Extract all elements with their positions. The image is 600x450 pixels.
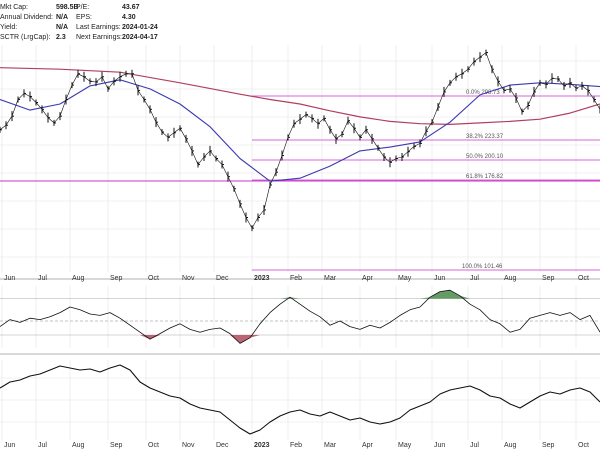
stat-value: 598.5B [56,4,79,11]
x-tick-label: Jul [470,275,479,282]
stat-label: Annual Dividend: [0,14,53,21]
x-tick-label: Oct [578,442,589,449]
x-tick-label: Mar [324,275,337,282]
x-tick-label: Mar [324,442,337,449]
stat-value: N/A [56,24,69,31]
x-tick-label: Oct [148,275,159,282]
fib-label: 50.0% 200.10 [466,154,504,160]
x-tick-label: Sep [110,275,123,282]
stat-label: Next Earnings: [76,34,122,41]
stat-label: Last Earnings: [76,24,121,31]
x-tick-label: Oct [148,442,159,449]
x-tick-label: May [398,275,412,282]
x-tick-label: Aug [72,442,85,449]
x-tick-label: Feb [290,275,302,282]
stat-label: EPS: [76,14,92,21]
x-tick-label: Jun [4,442,15,449]
x-tick-label: May [398,442,412,449]
stat-value: N/A [56,14,69,21]
ma-short-line [0,79,600,182]
x-tick-label: Jul [38,442,47,449]
x-tick-label: Jul [470,442,479,449]
x-tick-label: 2023 [254,442,270,449]
overbought-fill [440,290,450,299]
overbought-fill [280,297,290,299]
stat-value: 4.30 [122,14,136,21]
x-tick-label: Nov [182,442,195,449]
overbought-fill [450,290,460,299]
oversold-fill [150,335,160,340]
x-tick-label: 2023 [254,275,270,282]
fib-label: 100.0% 101.46 [462,264,503,270]
x-tick-label: Aug [504,275,517,282]
momentum-line [0,289,600,344]
overbought-fill [290,297,300,299]
x-tick-label: Apr [362,442,374,449]
fib-label: 61.8% 176.82 [466,174,504,180]
x-tick-label: Jul [38,275,47,282]
x-tick-label: Apr [362,275,374,282]
x-tick-label: Feb [290,442,302,449]
x-tick-label: Oct [578,275,589,282]
fib-label: 38.2% 223.37 [466,134,504,140]
x-tick-label: Sep [110,442,123,449]
stat-label: P/E: [76,4,90,11]
ratio-line [0,364,600,435]
price-line [0,52,600,229]
stat-label: Mkt Cap: [0,4,29,11]
x-tick-label: Jun [434,442,445,449]
oversold-fill [240,335,250,344]
ma-long-line [0,67,600,126]
x-tick-label: Sep [542,442,555,449]
x-tick-label: Aug [72,275,85,282]
x-tick-label: Dec [216,275,229,282]
stat-value: 2024-04-17 [122,34,158,41]
x-tick-label: Aug [504,442,517,449]
x-tick-label: Jun [434,275,445,282]
oversold-fill [250,335,260,338]
stat-value: 2024-01-24 [122,24,158,31]
overbought-fill [420,297,430,299]
x-tick-label: Nov [182,275,195,282]
x-tick-label: Dec [216,442,229,449]
fib-label: 0.0% 298.73 [466,90,500,96]
stat-value: 2.3 [56,34,66,41]
oversold-fill [140,335,150,340]
stat-label: SCTR (LrgCap): [0,34,51,41]
x-tick-label: Jun [4,275,15,282]
stat-value: 43.67 [122,4,140,11]
stat-label: Yield: [0,24,18,31]
x-tick-label: Sep [542,275,555,282]
